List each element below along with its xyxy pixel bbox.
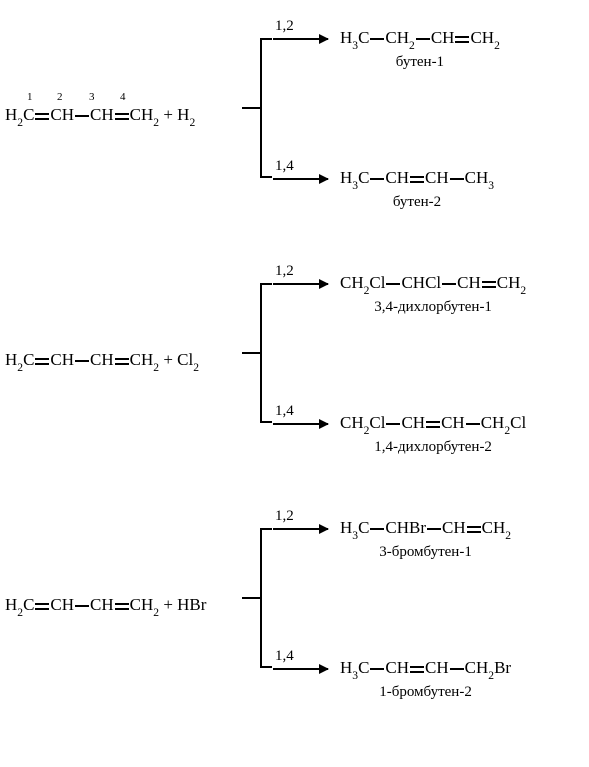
arrow-label-12: 1,2 [275, 18, 294, 35]
arrow-1-2: 1,2 [273, 528, 328, 530]
product-name: бутен-1 [340, 54, 500, 71]
reaction-block-0: H2CCHCHCH2 + H21234 1,2 1,4 H3CCH2CHCH2 буте… [5, 20, 584, 210]
bracket [260, 528, 290, 668]
product-14: H3CCHCHCH3 бутен-2 [340, 168, 494, 211]
product-12: H3CCHBrCHCH2 3-бромбутен-1 [340, 518, 511, 561]
arrow-1-2: 1,2 [273, 283, 328, 285]
product-formula: CH2ClCHClCHCH2 [340, 273, 526, 292]
reactant: H2CCHCHCH2 + H21234 [5, 105, 195, 127]
product-formula: H3CCHBrCHCH2 [340, 518, 511, 537]
reaction-block-2: H2CCHCHCH2 + HBr 1,2 1,4 H3CCHBrCHCH2 3-бром… [5, 510, 584, 700]
carbon-number: 4 [120, 91, 126, 103]
reactant: H2CCHCHCH2 + Cl2 [5, 350, 199, 372]
arrow-label-14: 1,4 [275, 648, 294, 665]
product-14: CH2ClCHCHCH2Cl 1,4-дихлорбутен-2 [340, 413, 526, 456]
arrow-label-12: 1,2 [275, 508, 294, 525]
product-name: 3-бромбутен-1 [340, 544, 511, 561]
bracket [260, 38, 290, 178]
connector-line [242, 597, 262, 599]
reactant: H2CCHCHCH2 + HBr [5, 595, 206, 617]
product-formula: H3CCH2CHCH2 [340, 28, 500, 47]
bracket [260, 283, 290, 423]
carbon-number: 1 [27, 91, 33, 103]
product-name: 1,4-дихлорбутен-2 [340, 439, 526, 456]
arrow-label-14: 1,4 [275, 158, 294, 175]
connector-line [242, 107, 262, 109]
product-name: 1-бромбутен-2 [340, 684, 511, 701]
connector-line [242, 352, 262, 354]
product-12: CH2ClCHClCHCH2 3,4-дихлорбутен-1 [340, 273, 526, 316]
product-formula: CH2ClCHCHCH2Cl [340, 413, 526, 432]
arrow-1-2: 1,2 [273, 38, 328, 40]
carbon-number: 3 [89, 91, 95, 103]
product-12: H3CCH2CHCH2 бутен-1 [340, 28, 500, 71]
arrow-1-4: 1,4 [273, 423, 328, 425]
arrow-1-4: 1,4 [273, 178, 328, 180]
product-formula: H3CCHCHCH3 [340, 168, 494, 187]
reaction-block-1: H2CCHCHCH2 + Cl2 1,2 1,4 CH2ClCHClCHCH2 3,4-… [5, 265, 584, 455]
product-14: H3CCHCHCH2Br 1-бромбутен-2 [340, 658, 511, 701]
carbon-number: 2 [57, 91, 63, 103]
arrow-label-14: 1,4 [275, 403, 294, 420]
arrow-label-12: 1,2 [275, 263, 294, 280]
arrow-1-4: 1,4 [273, 668, 328, 670]
product-name: бутен-2 [340, 194, 494, 211]
product-name: 3,4-дихлорбутен-1 [340, 299, 526, 316]
product-formula: H3CCHCHCH2Br [340, 658, 511, 677]
